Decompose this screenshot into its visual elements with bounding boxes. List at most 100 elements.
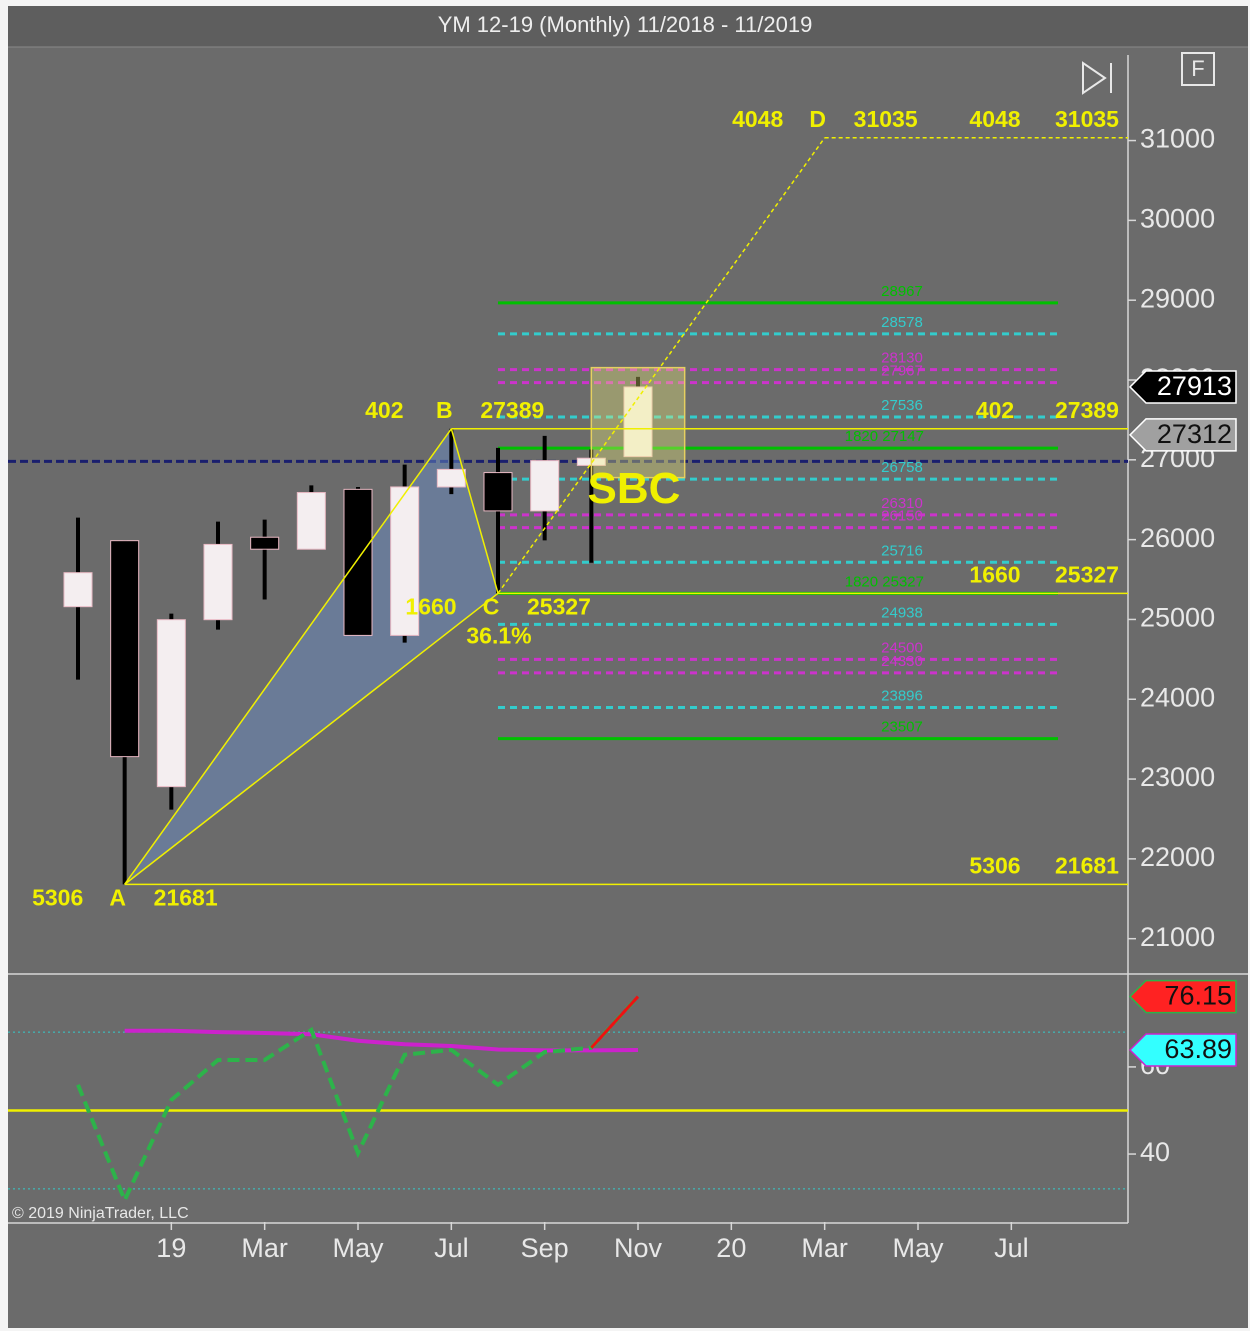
- copyright: © 2019 NinjaTrader, LLC: [12, 1205, 189, 1222]
- fib-level-label: 28578: [881, 314, 923, 331]
- pattern-size-right: 402: [976, 397, 1014, 423]
- fib-level-label: 23507: [881, 719, 923, 736]
- pattern-point: D: [809, 106, 826, 132]
- candle-body: [110, 540, 140, 758]
- y-tick-label: 26000: [1140, 523, 1215, 553]
- price-marker-label: 76.15: [1164, 981, 1232, 1011]
- fib-level-value: 24500: [881, 639, 923, 656]
- fib-level-label: 27536: [881, 397, 923, 414]
- fib-level-label: 1820 27147: [845, 428, 924, 445]
- pattern-value-right: 21681: [1055, 852, 1119, 878]
- fib-level-label: 26150: [881, 508, 923, 525]
- fib-level-value: 27967: [881, 363, 923, 380]
- fib-level-value: 27147: [882, 428, 924, 445]
- candle-body: [63, 572, 93, 608]
- fib-level-label: 26758: [881, 459, 923, 476]
- pattern-value: 25327: [527, 593, 591, 619]
- pattern-value: 27389: [480, 397, 544, 423]
- sbc-box: [590, 366, 686, 479]
- fib-level-value: 25716: [881, 542, 923, 559]
- candle-body: [156, 619, 186, 788]
- window-title: YM 12-19 (Monthly) 11/2018 - 11/2019: [438, 12, 813, 37]
- fib-level-label: 1820 25327: [845, 573, 924, 590]
- candle-body: [250, 536, 280, 550]
- fib-level-label: 25716: [881, 542, 923, 559]
- window: [8, 6, 1248, 1328]
- y-tick-label: 21000: [1140, 922, 1215, 952]
- candle-body: [390, 486, 420, 636]
- f-button[interactable]: [1181, 52, 1215, 86]
- end-button[interactable]: [1082, 61, 1112, 95]
- pattern-size-right: 1660: [969, 561, 1020, 587]
- fib-level-label: 28130: [881, 350, 923, 367]
- x-tick-label: Jul: [994, 1233, 1029, 1263]
- y-tick-label: 30000: [1140, 204, 1215, 234]
- pattern-value-right: 31035: [1055, 106, 1119, 132]
- pattern-value-right: 25327: [1055, 561, 1119, 587]
- pattern-leg: [450, 428, 499, 594]
- candle-body: [530, 460, 560, 512]
- x-tick-label: 20: [716, 1233, 746, 1263]
- pattern-value: 21681: [154, 884, 218, 910]
- price-marker-label: 27913: [1157, 371, 1232, 401]
- price-marker-label: 27312: [1157, 419, 1232, 449]
- fib-level-value: 28578: [881, 314, 923, 331]
- x-tick-label: Mar: [241, 1233, 288, 1263]
- fib-level-count: 1820: [845, 573, 878, 590]
- fib-level-value: 28967: [881, 283, 923, 300]
- price-marker-label: 63.89: [1164, 1034, 1232, 1064]
- fib-level-value: 25327: [882, 573, 924, 590]
- x-tick-label: 19: [156, 1233, 186, 1263]
- fib-level-label: 24330: [881, 653, 923, 670]
- x-tick-label: May: [332, 1233, 384, 1263]
- pattern-size: 5306: [32, 884, 83, 910]
- play-icon: [1082, 61, 1107, 95]
- fib-level-value: 23896: [881, 688, 923, 705]
- sbc-label: SBC: [588, 464, 681, 513]
- fib-level-value: 26310: [881, 495, 923, 512]
- x-tick-label: Jul: [434, 1233, 469, 1263]
- pattern-size-right: 4048: [969, 106, 1020, 132]
- x-tick-label: Sep: [521, 1233, 569, 1263]
- candle-body: [483, 472, 513, 512]
- fib-level-count: 1820: [845, 428, 878, 445]
- fib-level-label: 24500: [881, 639, 923, 656]
- f-button-label[interactable]: F: [1191, 56, 1204, 81]
- fib-level-label: 26310: [881, 495, 923, 512]
- pattern-leg: [124, 592, 499, 885]
- fib-level-label: 28967: [881, 283, 923, 300]
- indicator-panel: 19MarMayJulSepNov20MarMayJul406063.8976.…: [8, 979, 1237, 1263]
- indicator-line: [124, 1028, 639, 1053]
- pattern-size: 1660: [405, 593, 456, 619]
- pattern-value-right: 27389: [1055, 397, 1119, 423]
- indicator-last-segment: [590, 995, 640, 1049]
- y-tick-label: 22000: [1140, 842, 1215, 872]
- price-marker: [1128, 979, 1237, 1014]
- candle-body: [203, 543, 233, 621]
- fib-level-label: 24938: [881, 604, 923, 621]
- pattern-size: 402: [365, 397, 403, 423]
- pattern-point: A: [109, 884, 126, 910]
- price-marker: [1128, 418, 1237, 452]
- fib-level-value: 27536: [881, 397, 923, 414]
- title-bar: [8, 6, 1248, 47]
- x-tick-label: May: [892, 1233, 944, 1263]
- pattern-leg: [124, 428, 452, 885]
- pattern-value: 31035: [854, 106, 918, 132]
- y-tick-label: 24000: [1140, 682, 1215, 712]
- y-tick-label: 23000: [1140, 762, 1215, 792]
- y-tick-label: 29000: [1140, 283, 1215, 313]
- pattern-point: B: [436, 397, 453, 423]
- y-tick-label: 40: [1140, 1137, 1170, 1167]
- fib-level-value: 26150: [881, 508, 923, 525]
- candle-body: [436, 468, 466, 488]
- fib-level-value: 28130: [881, 350, 923, 367]
- pattern-size: 4048: [732, 106, 783, 132]
- fib-level-label: 27967: [881, 363, 923, 380]
- y-tick-label: 25000: [1140, 603, 1215, 633]
- y-tick-label: 31000: [1140, 124, 1215, 154]
- x-tick-label: Nov: [614, 1233, 663, 1263]
- fib-level-value: 24330: [881, 653, 923, 670]
